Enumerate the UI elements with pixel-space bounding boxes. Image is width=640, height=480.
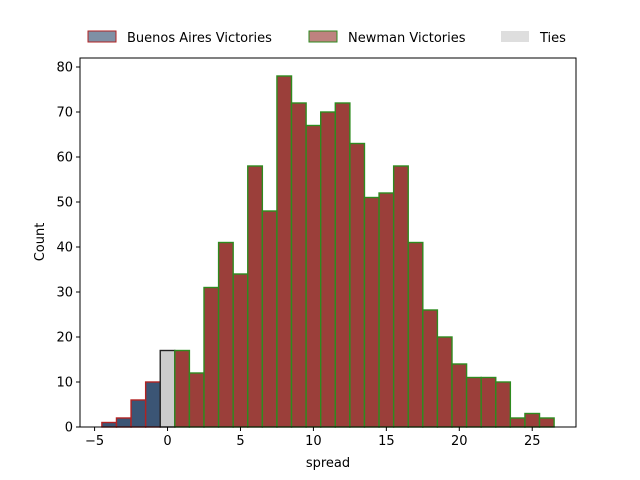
bar-newman-8 bbox=[276, 75, 293, 428]
bar-buenos-aires--2 bbox=[130, 399, 147, 428]
legend-item-buenos-aires: Buenos Aires Victories bbox=[87, 30, 272, 46]
bar-newman-14 bbox=[363, 196, 380, 428]
legend-swatch-newman bbox=[308, 30, 338, 43]
bar-newman-4 bbox=[217, 241, 234, 428]
y-tick-label: 80 bbox=[56, 61, 73, 76]
bar-newman-23 bbox=[495, 381, 512, 428]
x-tick-label: −5 bbox=[85, 434, 104, 449]
bar-newman-9 bbox=[290, 102, 307, 428]
bar-newman-24 bbox=[509, 417, 526, 428]
legend-item-newman: Newman Victories bbox=[308, 30, 466, 46]
bar-newman-6 bbox=[247, 165, 264, 428]
bar-newman-2 bbox=[188, 372, 205, 428]
legend-label-buenos-aires: Buenos Aires Victories bbox=[127, 31, 272, 46]
bar-buenos-aires--3 bbox=[115, 417, 132, 428]
bar-newman-20 bbox=[451, 363, 468, 428]
bar-newman-17 bbox=[407, 241, 424, 428]
x-tick-label: 0 bbox=[163, 434, 171, 449]
bar-newman-21 bbox=[465, 376, 482, 428]
bar-buenos-aires--1 bbox=[144, 381, 161, 428]
bar-newman-7 bbox=[261, 210, 278, 428]
y-axis-ticks: 0 10 20 30 40 50 60 70 80 bbox=[56, 61, 80, 436]
x-tick-label: 25 bbox=[524, 434, 541, 449]
bar-newman-10 bbox=[305, 124, 322, 428]
y-tick-label: 10 bbox=[56, 376, 73, 391]
bar-newman-11 bbox=[320, 111, 336, 428]
legend-label-ties: Ties bbox=[539, 31, 566, 46]
y-tick-label: 40 bbox=[56, 241, 73, 256]
y-tick-label: 30 bbox=[56, 286, 73, 301]
y-tick-label: 50 bbox=[56, 196, 73, 211]
bar-newman-3 bbox=[203, 286, 220, 428]
legend: Buenos Aires Victories Newman Victories … bbox=[87, 30, 566, 46]
legend-swatch-buenos-aires bbox=[87, 30, 117, 43]
bar-newman-12 bbox=[334, 102, 351, 428]
bar-newman-25 bbox=[524, 412, 541, 428]
x-tick-label: 5 bbox=[236, 434, 244, 449]
bar-newman-5 bbox=[232, 273, 249, 428]
x-axis-label: spread bbox=[306, 456, 350, 471]
bar-newman-16 bbox=[392, 165, 409, 428]
bar-newman-26 bbox=[538, 417, 555, 428]
legend-item-ties: Ties bbox=[501, 31, 566, 46]
bar-newman-22 bbox=[480, 376, 497, 428]
bar-newman-18 bbox=[422, 309, 439, 428]
x-tick-label: 15 bbox=[378, 434, 395, 449]
x-tick-label: 10 bbox=[305, 434, 322, 449]
bar-newman-15 bbox=[378, 192, 395, 428]
y-tick-label: 20 bbox=[56, 331, 73, 346]
legend-label-newman: Newman Victories bbox=[348, 31, 466, 46]
bar-newman-13 bbox=[349, 142, 366, 428]
x-axis-ticks: −5 0 5 10 15 20 25 bbox=[85, 427, 541, 449]
bar-newman-1 bbox=[174, 349, 191, 428]
bar-newman-19 bbox=[436, 336, 453, 428]
plot-frame bbox=[79, 57, 577, 428]
x-tick-label: 20 bbox=[451, 434, 468, 449]
bars-group bbox=[101, 75, 555, 428]
y-tick-label: 60 bbox=[56, 151, 73, 166]
bar-buenos-aires--4 bbox=[101, 421, 118, 428]
bar-ties-0 bbox=[159, 349, 176, 428]
legend-swatch-ties bbox=[501, 31, 529, 42]
y-axis-label: Count bbox=[33, 223, 48, 262]
y-tick-label: 0 bbox=[65, 421, 73, 436]
y-tick-label: 70 bbox=[56, 106, 73, 121]
